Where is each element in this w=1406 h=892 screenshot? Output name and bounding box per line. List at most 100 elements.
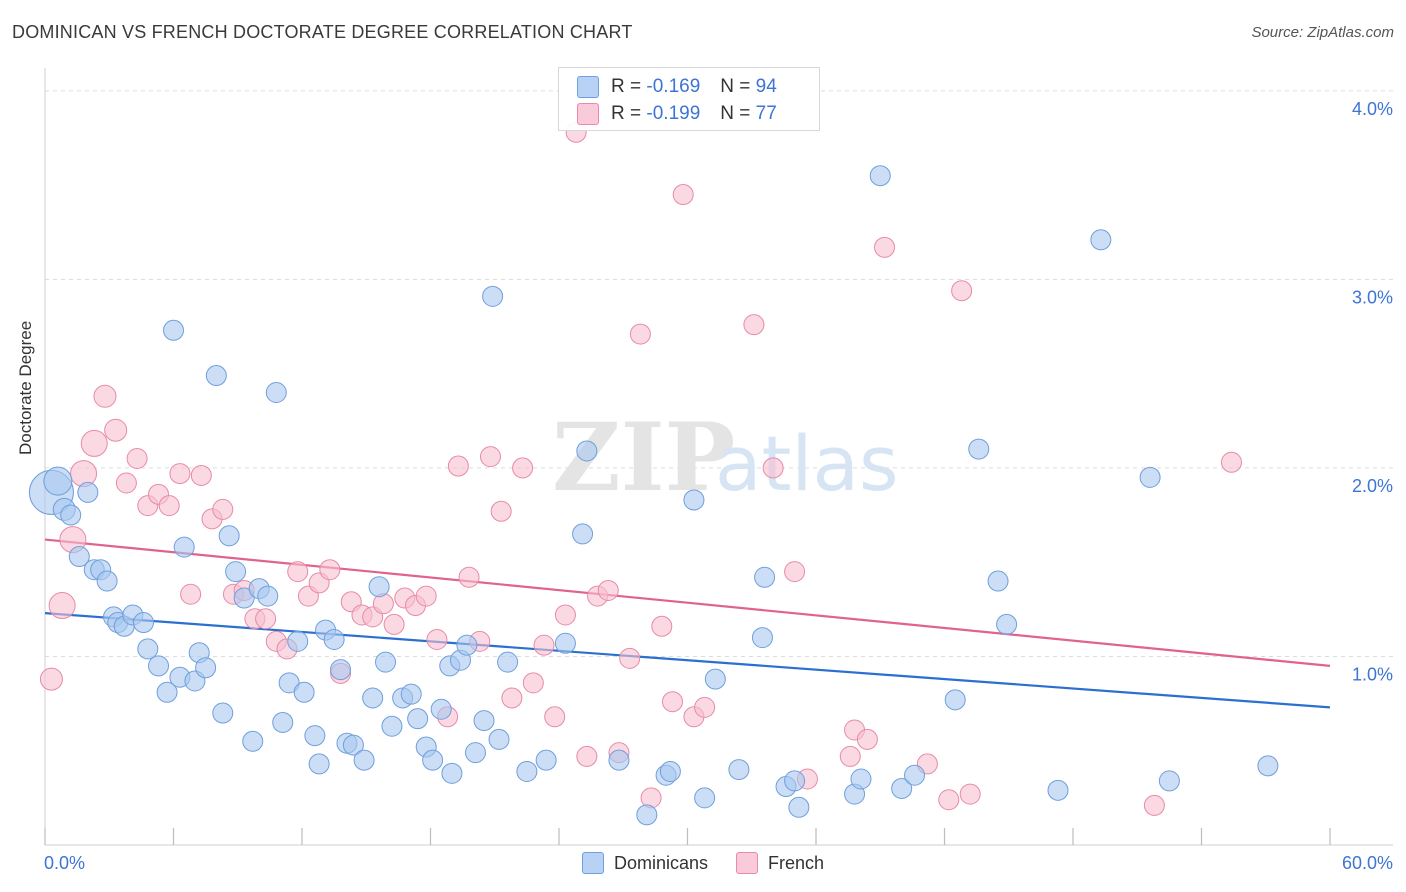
dominican-point <box>205 365 227 387</box>
dominican-point <box>77 481 99 503</box>
correlation-legend: R = -0.169 N = 94 R = -0.199 N = 77 <box>558 67 820 131</box>
dominican-point <box>287 630 309 652</box>
watermark-atlas: atlas <box>715 419 899 508</box>
dominican-point <box>754 566 776 588</box>
french-point <box>426 628 448 650</box>
dominican-point <box>173 536 195 558</box>
french-point <box>490 500 512 522</box>
french-swatch <box>577 103 599 125</box>
dominican-point <box>1139 466 1161 488</box>
french-point <box>554 604 576 626</box>
trend-lines <box>44 538 1331 709</box>
series-legend: Dominicans French <box>0 852 1406 874</box>
dominican-point <box>342 734 364 756</box>
dominican-point <box>362 687 384 709</box>
dominican-point <box>293 681 315 703</box>
french-point <box>501 687 523 709</box>
french-point <box>938 789 960 811</box>
dominican-point <box>195 657 217 679</box>
dominican-point <box>407 708 429 730</box>
r-label: R = <box>611 103 642 124</box>
french-point <box>212 498 234 520</box>
french-point <box>951 280 973 302</box>
dominican-point <box>704 668 726 690</box>
dominican-point <box>68 546 90 568</box>
x-tick-labels: 0.0% 60.0% <box>44 853 1393 873</box>
dominican-point <box>381 715 403 737</box>
french-point <box>169 463 191 485</box>
dominican-point <box>497 651 519 673</box>
dominican-point <box>308 753 330 775</box>
y-tick-labels: 1.0% 2.0% 3.0% 4.0% <box>1352 99 1393 685</box>
dominican-point <box>659 760 681 782</box>
dominican-point <box>422 749 444 771</box>
legend-item-french: French <box>736 852 824 874</box>
french-point <box>512 457 534 479</box>
dominican-point <box>996 613 1018 635</box>
dominican-point <box>96 570 118 592</box>
legend-label-dominicans: Dominicans <box>613 852 708 873</box>
dominican-point <box>1158 770 1180 792</box>
dominican-point <box>278 672 300 694</box>
dominican-point <box>323 628 345 650</box>
french-point <box>70 460 98 488</box>
dominican-point <box>904 764 926 786</box>
dominican-point <box>1047 779 1069 801</box>
dominican-point <box>850 768 872 790</box>
n-label: N = <box>720 103 751 124</box>
dominican-point <box>156 681 178 703</box>
french-point <box>115 472 137 494</box>
french-point <box>190 464 212 486</box>
french-point <box>287 561 309 583</box>
dominican-point <box>368 576 390 598</box>
dominican-point <box>488 728 510 750</box>
french-point <box>319 559 341 581</box>
dominican-point <box>1090 229 1112 251</box>
dominican-point <box>1257 755 1279 777</box>
dominican-point <box>784 770 806 792</box>
legend-row-french: R = -0.199 N = 77 <box>577 101 777 127</box>
dominican-point <box>163 319 184 341</box>
dominican-point <box>441 762 463 784</box>
n-label: N = <box>720 76 751 97</box>
french-point <box>93 384 117 408</box>
french-point <box>544 706 566 728</box>
y-tick-label: 4.0% <box>1352 99 1393 119</box>
r-label: R = <box>611 76 642 97</box>
dominican-point <box>464 742 486 764</box>
french-point <box>694 696 716 718</box>
dominican-point <box>473 710 495 732</box>
dominicans-swatch <box>581 852 604 874</box>
french-point <box>874 236 896 258</box>
french-point <box>1220 451 1242 473</box>
french-points <box>39 121 1242 816</box>
dominican-point <box>242 730 264 752</box>
legend-label-french: French <box>768 852 825 873</box>
french-point <box>126 448 148 469</box>
french-point <box>533 634 555 656</box>
dominican-point <box>257 585 279 607</box>
french-point <box>1143 794 1165 816</box>
dominican-point <box>869 165 891 187</box>
french-point <box>839 745 861 767</box>
french-point <box>415 585 437 607</box>
french-point <box>158 495 180 517</box>
dominican-point <box>987 570 1009 592</box>
french-point <box>48 592 76 620</box>
dominican-point <box>728 759 750 781</box>
dominican-point <box>576 440 598 462</box>
y-axis-label: Doctorate Degree <box>16 320 35 455</box>
french-point <box>576 745 598 767</box>
french-point <box>80 429 108 457</box>
dominican-point <box>788 796 810 818</box>
dominican-point <box>304 725 326 747</box>
n-value: 77 <box>755 103 777 124</box>
axes <box>44 68 1393 846</box>
dominican-point <box>694 787 716 809</box>
dominican-point <box>751 627 773 649</box>
french-point <box>104 418 128 442</box>
dominican-point <box>137 638 159 660</box>
dominican-point <box>944 689 966 711</box>
dominican-point <box>60 504 82 526</box>
